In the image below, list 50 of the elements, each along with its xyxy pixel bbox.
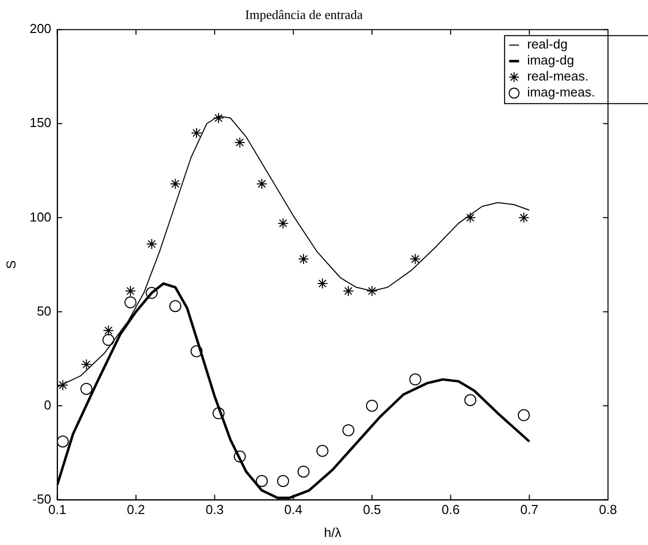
point [298, 254, 310, 265]
point [278, 218, 289, 229]
point [124, 286, 136, 297]
x-axis-title: h/λ [324, 524, 342, 540]
chart-title: Impedância de entrada [245, 7, 364, 22]
point [366, 286, 378, 297]
y-tick-label: 200 [30, 21, 52, 36]
point [102, 334, 114, 346]
point [464, 394, 476, 406]
legend-label: real-dg [527, 36, 568, 52]
point [316, 278, 328, 290]
y-tick-label: 150 [30, 115, 52, 130]
point [146, 238, 158, 250]
point [298, 466, 310, 478]
point [464, 212, 476, 224]
point [124, 296, 136, 308]
point [342, 286, 354, 297]
point [102, 325, 114, 336]
legend-label: imag-dg [527, 52, 574, 68]
x-tick-label: 0.8 [598, 502, 618, 518]
y-tick-label: 0 [44, 397, 52, 412]
point [409, 373, 422, 386]
y-tick-label: 100 [30, 209, 52, 224]
point [518, 212, 530, 224]
point [80, 382, 92, 395]
point [518, 409, 530, 422]
x-tick-label: 0.2 [126, 502, 145, 518]
legend-label: imag-meas. [527, 84, 596, 100]
x-tick-label: 0.3 [206, 502, 224, 518]
point [57, 435, 69, 448]
point [234, 136, 246, 148]
point [366, 400, 378, 412]
x-tick-label: 0.5 [362, 502, 382, 518]
legend-label: real-meas. [527, 68, 589, 84]
point [342, 424, 354, 436]
point [191, 128, 202, 139]
point [170, 178, 181, 190]
point [169, 300, 182, 312]
x-tick-label: 0.7 [520, 502, 538, 518]
point [277, 474, 290, 487]
point [410, 254, 421, 265]
point [256, 474, 268, 487]
x-tick-label: 0.6 [442, 502, 460, 518]
point [316, 444, 328, 457]
point [213, 112, 224, 124]
y-axis-title: S [3, 260, 18, 270]
point [80, 358, 92, 370]
point [256, 178, 268, 190]
x-tick-label: 0.4 [284, 502, 302, 518]
y-tick-label: 50 [36, 303, 52, 318]
